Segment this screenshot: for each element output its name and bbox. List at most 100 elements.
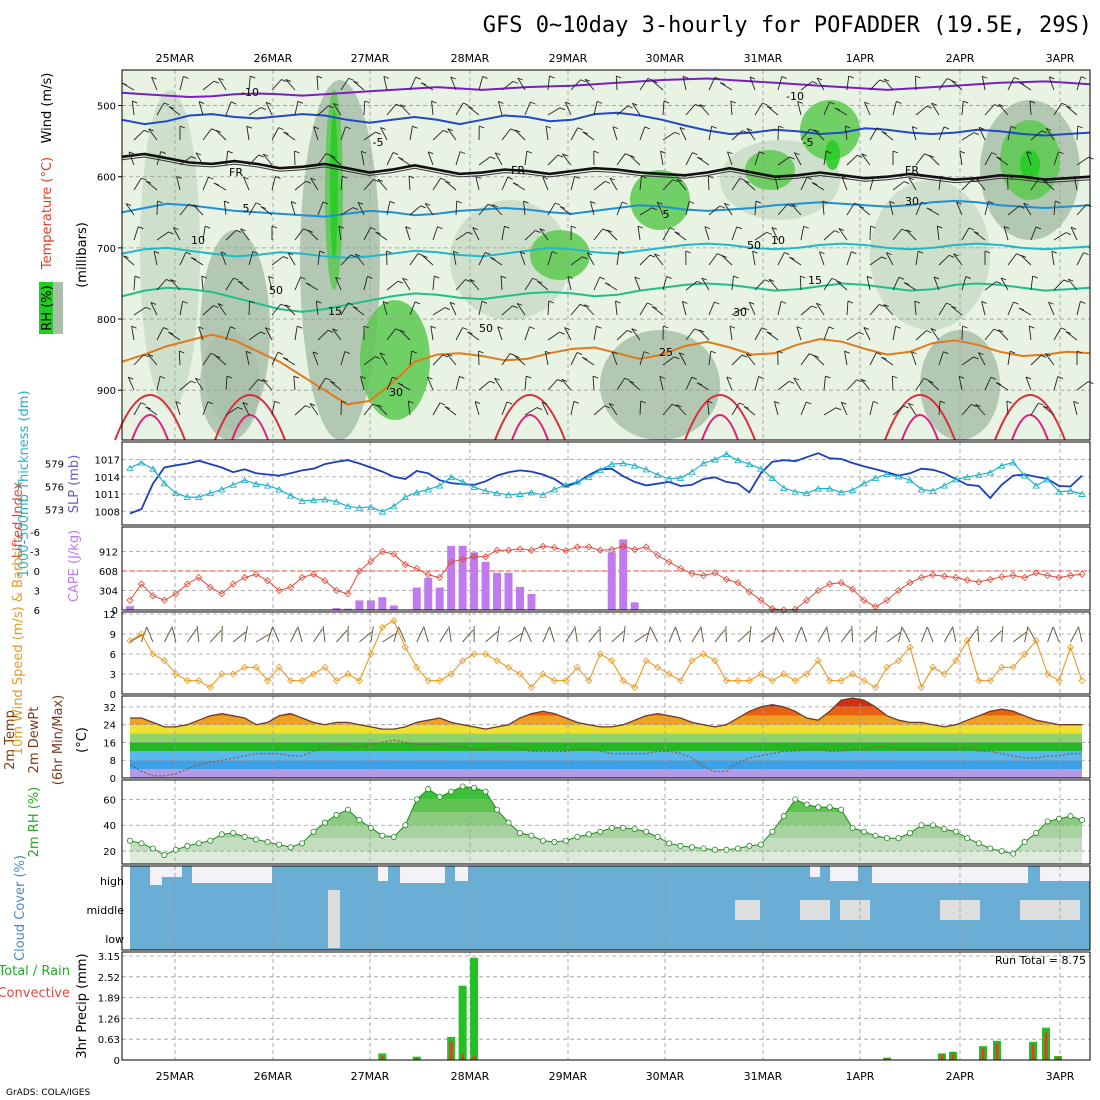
wind-barb-flag — [559, 331, 565, 335]
wind-barb-flag — [895, 325, 901, 329]
wind-barb-flag — [191, 156, 197, 159]
wind-barb — [455, 200, 458, 216]
wind-barb-flag — [260, 331, 266, 335]
wind-barb — [616, 330, 628, 341]
wind-barb — [310, 177, 319, 191]
wind-barb — [754, 151, 760, 166]
wind-barb — [938, 302, 947, 316]
li-tick: 0 — [34, 567, 40, 578]
wind-barb — [1070, 227, 1078, 241]
wind-barb — [907, 403, 917, 416]
wind-barb-flag — [290, 201, 297, 204]
wind-barb-flag — [545, 125, 552, 129]
wind-barb — [519, 251, 526, 266]
lifted-index-marker — [585, 543, 593, 551]
convective-bar — [1031, 1044, 1035, 1060]
wind-speed-marker — [504, 663, 513, 671]
wind-barb — [593, 228, 603, 241]
wind-barb-flag — [305, 180, 312, 184]
wind-barb-flag — [889, 200, 895, 204]
surface-wind-barb — [650, 627, 659, 643]
wind-barb-flag — [743, 405, 750, 409]
wind-barb — [813, 355, 825, 366]
lifted-index-marker — [917, 573, 925, 582]
wind-barb — [639, 78, 649, 91]
wind-barb-flag — [408, 175, 415, 179]
wind-barb-flag — [246, 125, 252, 129]
wind-barb — [237, 280, 250, 291]
wind-barb-flag — [848, 75, 854, 79]
wind-barb — [455, 102, 464, 116]
wind-barb — [133, 276, 136, 291]
wind-barb — [681, 301, 687, 316]
rh-marker — [792, 796, 799, 803]
rh-marker — [551, 839, 558, 846]
wind-barb-flag — [717, 253, 723, 257]
wind-barb — [961, 179, 973, 191]
wind-barb — [539, 228, 549, 241]
rh-marker — [975, 840, 982, 847]
rh-band — [130, 851, 1082, 864]
wind-barb — [881, 131, 894, 141]
thickness-marker — [149, 465, 157, 472]
wind-barb — [151, 76, 158, 91]
wind-barb-flag — [539, 228, 545, 232]
wind-barb — [176, 176, 181, 191]
wind-barb-flag — [811, 182, 818, 185]
rh-marker — [941, 826, 948, 833]
wind-barb — [1053, 103, 1063, 116]
precip-bar — [458, 985, 467, 1060]
wind-barb — [1006, 401, 1009, 416]
rh-marker — [333, 811, 340, 818]
lifted-index-marker — [562, 547, 570, 555]
wind-barb-flag — [749, 301, 755, 305]
wind-barb — [956, 201, 963, 216]
rh-shading — [330, 110, 338, 260]
lifted-index-marker — [699, 571, 708, 580]
wind-barb — [869, 352, 877, 366]
wind-barb — [271, 256, 284, 266]
surface-wind-barb — [267, 626, 274, 643]
wind-barb-flag — [277, 351, 284, 355]
lifted-index-marker — [906, 579, 914, 587]
wind-barb-flag — [278, 127, 284, 131]
temperature-contour — [121, 111, 1091, 137]
thickness-marker — [757, 465, 765, 472]
wind-barb — [754, 279, 765, 291]
warm-contour — [994, 394, 1066, 441]
wind-barb-flag — [316, 300, 322, 304]
wind-barb-flag — [851, 251, 857, 255]
wind-barb-flag — [459, 375, 465, 379]
wind-barb-flag — [883, 304, 889, 308]
wind-barb-flag — [627, 330, 633, 333]
wind-barb — [156, 151, 162, 166]
wind-barb — [352, 306, 365, 316]
wind-barb-flag — [445, 180, 451, 184]
wind-barb — [1030, 130, 1042, 141]
wind-barb — [478, 380, 491, 391]
rh-marker — [906, 829, 913, 836]
cloud-row-label: low — [105, 933, 124, 946]
thickness-marker — [195, 493, 203, 501]
thickness-marker — [355, 504, 364, 511]
bottom-date-axis: 25MAR 26MAR 27MAR 28MAR 29MAR 30MAR 31MAR 1APR 2… — [156, 1070, 1075, 1083]
rh-band — [130, 812, 1082, 826]
thickness-marker — [1066, 487, 1075, 494]
warm-contour — [231, 414, 269, 441]
surface-wind-barb — [714, 629, 726, 643]
wind-barb — [329, 380, 342, 391]
wind-barb-flag — [536, 407, 543, 410]
wind-barb — [846, 202, 855, 216]
surface-wind-barb — [1024, 626, 1029, 643]
wind-barb-flag — [634, 276, 640, 280]
wind-barb — [173, 227, 181, 241]
lifted-index-marker — [126, 596, 134, 604]
wind-barb-flag — [943, 126, 950, 130]
wind-barb — [422, 255, 434, 266]
wind-barb — [915, 251, 919, 266]
wind-barb-flag — [1080, 300, 1086, 304]
wind-barb — [338, 226, 342, 241]
wind-barb-flag — [484, 251, 491, 255]
wind-barb — [1076, 301, 1081, 316]
